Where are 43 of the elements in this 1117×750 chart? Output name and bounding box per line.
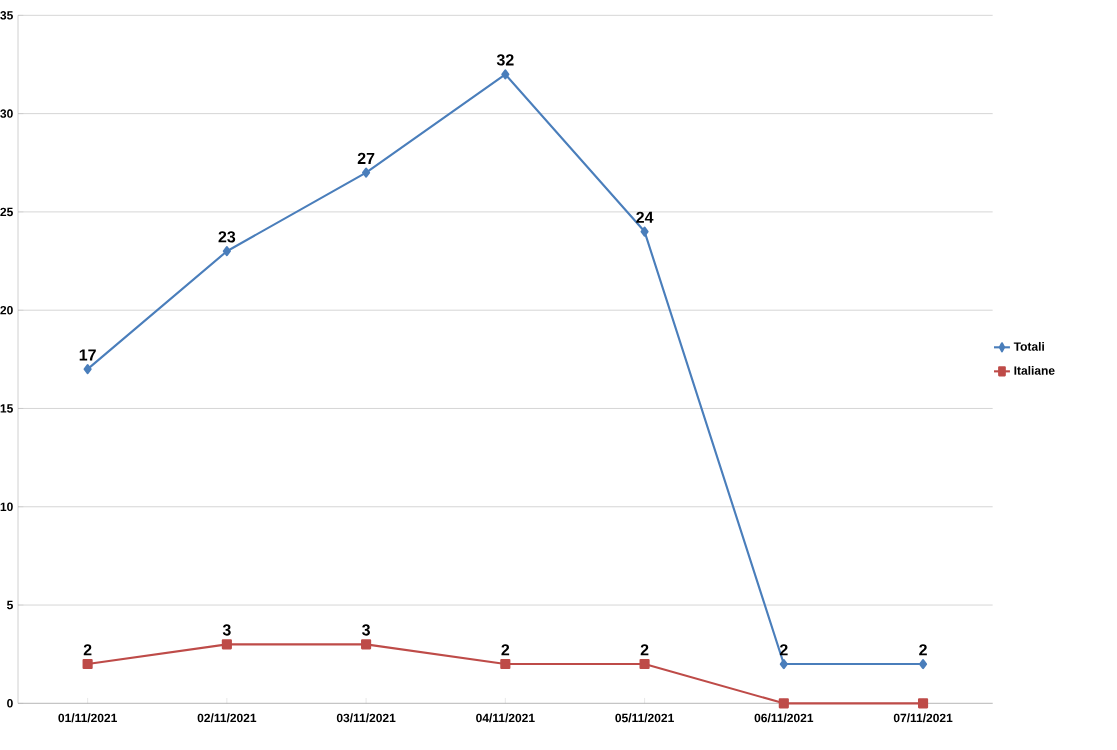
data-label: 2 bbox=[779, 644, 788, 656]
point bbox=[778, 698, 789, 709]
point bbox=[501, 69, 510, 80]
data-label: 24 bbox=[636, 211, 654, 223]
point bbox=[221, 639, 232, 650]
y-tick-label: 10 bbox=[0, 502, 13, 512]
data-label: 23 bbox=[218, 231, 236, 243]
point bbox=[82, 658, 93, 670]
x-tick-label: 07/11/2021 bbox=[893, 713, 953, 723]
x-tick-label: 01/11/2021 bbox=[58, 713, 117, 723]
y-tick-label: 35 bbox=[0, 11, 13, 20]
point bbox=[779, 658, 788, 670]
data-label: 3 bbox=[222, 624, 231, 636]
x-tick-label: 02/11/2021 bbox=[197, 713, 257, 723]
point bbox=[640, 226, 649, 237]
data-label: 3 bbox=[362, 624, 370, 636]
legend-label: Totali bbox=[1013, 341, 1044, 351]
data-label: 27 bbox=[357, 152, 375, 164]
y-tick-label: 0 bbox=[7, 699, 13, 708]
point bbox=[917, 698, 929, 709]
data-label: 17 bbox=[79, 349, 96, 361]
point bbox=[639, 658, 650, 670]
point bbox=[83, 364, 92, 375]
data-label: 2 bbox=[919, 644, 927, 656]
data-label: 2 bbox=[640, 644, 649, 656]
y-tick-label: 15 bbox=[0, 404, 13, 413]
point bbox=[918, 658, 928, 670]
data-label: 2 bbox=[83, 644, 92, 656]
y-tick-label: 20 bbox=[0, 305, 13, 315]
point bbox=[500, 658, 511, 670]
y-tick-label: 30 bbox=[0, 109, 13, 118]
point bbox=[361, 639, 372, 650]
x-tick-label: 05/11/2021 bbox=[615, 713, 674, 723]
data-label: 2 bbox=[501, 644, 510, 656]
x-tick-label: 03/11/2021 bbox=[336, 713, 396, 723]
x-tick-label: 06/11/2021 bbox=[754, 713, 814, 723]
point bbox=[222, 246, 231, 257]
x-tick-label: 04/11/2021 bbox=[476, 713, 535, 723]
point bbox=[362, 167, 371, 178]
data-label: 32 bbox=[496, 54, 514, 66]
legend-label: Italiane bbox=[1014, 365, 1055, 375]
y-tick-label: 5 bbox=[6, 600, 13, 610]
y-tick-label: 25 bbox=[0, 207, 13, 217]
